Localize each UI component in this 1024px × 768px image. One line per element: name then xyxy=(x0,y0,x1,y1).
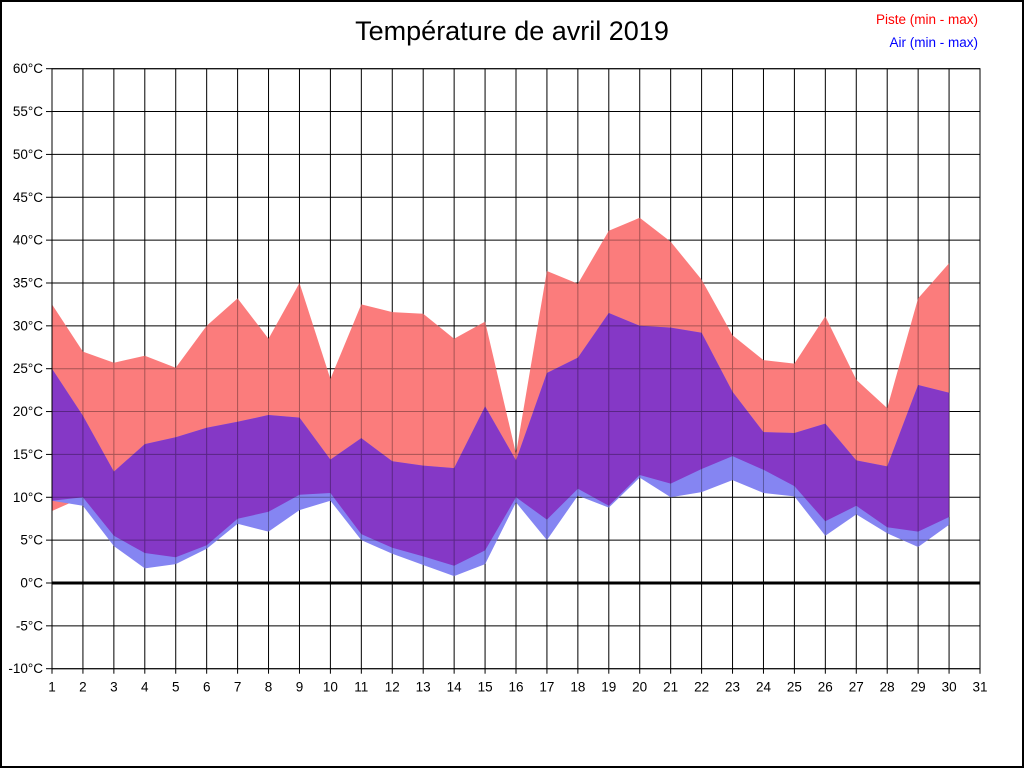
svg-text:9: 9 xyxy=(296,680,304,695)
svg-text:4: 4 xyxy=(141,680,149,695)
svg-text:22: 22 xyxy=(694,680,709,695)
svg-text:7: 7 xyxy=(234,680,242,695)
svg-text:29: 29 xyxy=(911,680,926,695)
svg-text:16: 16 xyxy=(508,680,523,695)
svg-text:25: 25 xyxy=(787,680,802,695)
svg-text:5°C: 5°C xyxy=(20,533,43,548)
svg-text:1: 1 xyxy=(48,680,56,695)
svg-text:25°C: 25°C xyxy=(13,361,43,376)
svg-text:23: 23 xyxy=(725,680,740,695)
svg-text:3: 3 xyxy=(110,680,118,695)
svg-text:21: 21 xyxy=(663,680,678,695)
svg-text:27: 27 xyxy=(849,680,864,695)
svg-text:50°C: 50°C xyxy=(13,147,43,162)
svg-text:14: 14 xyxy=(447,680,463,695)
overlap-band xyxy=(52,313,950,566)
svg-text:30°C: 30°C xyxy=(13,318,43,333)
axis-tick-labels: -10°C -5°C 0°C 5°C 10°C 15°C 20°C 25°C 30°C 35°C 4… xyxy=(8,61,987,695)
svg-text:15°C: 15°C xyxy=(13,447,43,462)
svg-text:26: 26 xyxy=(818,680,833,695)
svg-text:13: 13 xyxy=(416,680,431,695)
svg-text:6: 6 xyxy=(203,680,211,695)
svg-text:10: 10 xyxy=(323,680,338,695)
svg-text:12: 12 xyxy=(385,680,400,695)
svg-text:-10°C: -10°C xyxy=(8,661,43,676)
legend-item-piste: Piste (min - max) xyxy=(875,12,978,27)
legend: Piste (min - max) Air (min - max) xyxy=(876,8,978,54)
svg-text:40°C: 40°C xyxy=(13,233,43,248)
svg-text:28: 28 xyxy=(880,680,895,695)
svg-text:19: 19 xyxy=(601,680,616,695)
svg-text:24: 24 xyxy=(756,680,772,695)
legend-item-air: Air (min - max) xyxy=(889,35,979,50)
svg-text:45°C: 45°C xyxy=(13,190,43,205)
svg-text:5: 5 xyxy=(172,680,180,695)
chart-title: Température de avril 2019 xyxy=(355,16,669,46)
svg-text:20°C: 20°C xyxy=(13,404,43,419)
svg-text:0°C: 0°C xyxy=(20,576,43,591)
svg-text:20: 20 xyxy=(632,680,647,695)
svg-text:31: 31 xyxy=(972,680,987,695)
svg-text:15: 15 xyxy=(478,680,493,695)
svg-text:8: 8 xyxy=(265,680,273,695)
axis-ticks xyxy=(46,68,981,674)
svg-text:30: 30 xyxy=(942,680,957,695)
svg-text:17: 17 xyxy=(539,680,554,695)
svg-text:2: 2 xyxy=(79,680,87,695)
svg-text:60°C: 60°C xyxy=(13,61,43,76)
svg-text:11: 11 xyxy=(354,680,368,695)
svg-text:-5°C: -5°C xyxy=(16,618,43,633)
svg-text:55°C: 55°C xyxy=(13,104,43,119)
svg-text:18: 18 xyxy=(570,680,585,695)
svg-text:10°C: 10°C xyxy=(13,490,43,505)
svg-text:35°C: 35°C xyxy=(13,276,43,291)
